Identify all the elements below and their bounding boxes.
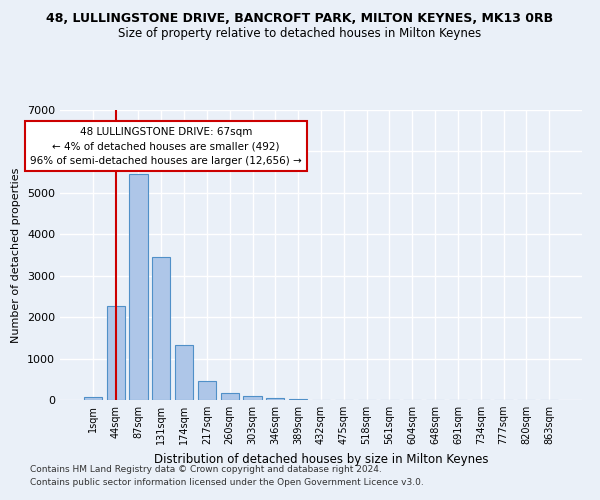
Bar — [266, 398, 284, 400]
Bar — [289, 399, 307, 400]
Text: Contains HM Land Registry data © Crown copyright and database right 2024.: Contains HM Land Registry data © Crown c… — [30, 466, 382, 474]
Bar — [130, 174, 148, 400]
Text: Size of property relative to detached houses in Milton Keynes: Size of property relative to detached ho… — [118, 28, 482, 40]
Text: 48 LULLINGSTONE DRIVE: 67sqm
← 4% of detached houses are smaller (492)
96% of se: 48 LULLINGSTONE DRIVE: 67sqm ← 4% of det… — [30, 126, 302, 166]
Text: 48, LULLINGSTONE DRIVE, BANCROFT PARK, MILTON KEYNES, MK13 0RB: 48, LULLINGSTONE DRIVE, BANCROFT PARK, M… — [46, 12, 554, 26]
Text: Contains public sector information licensed under the Open Government Licence v3: Contains public sector information licen… — [30, 478, 424, 487]
Y-axis label: Number of detached properties: Number of detached properties — [11, 168, 22, 342]
Bar — [198, 380, 216, 400]
Bar — [107, 306, 125, 400]
Bar — [152, 257, 170, 400]
Bar — [84, 397, 102, 400]
Bar — [244, 396, 262, 400]
Bar — [175, 346, 193, 400]
Bar — [221, 393, 239, 400]
X-axis label: Distribution of detached houses by size in Milton Keynes: Distribution of detached houses by size … — [154, 452, 488, 466]
